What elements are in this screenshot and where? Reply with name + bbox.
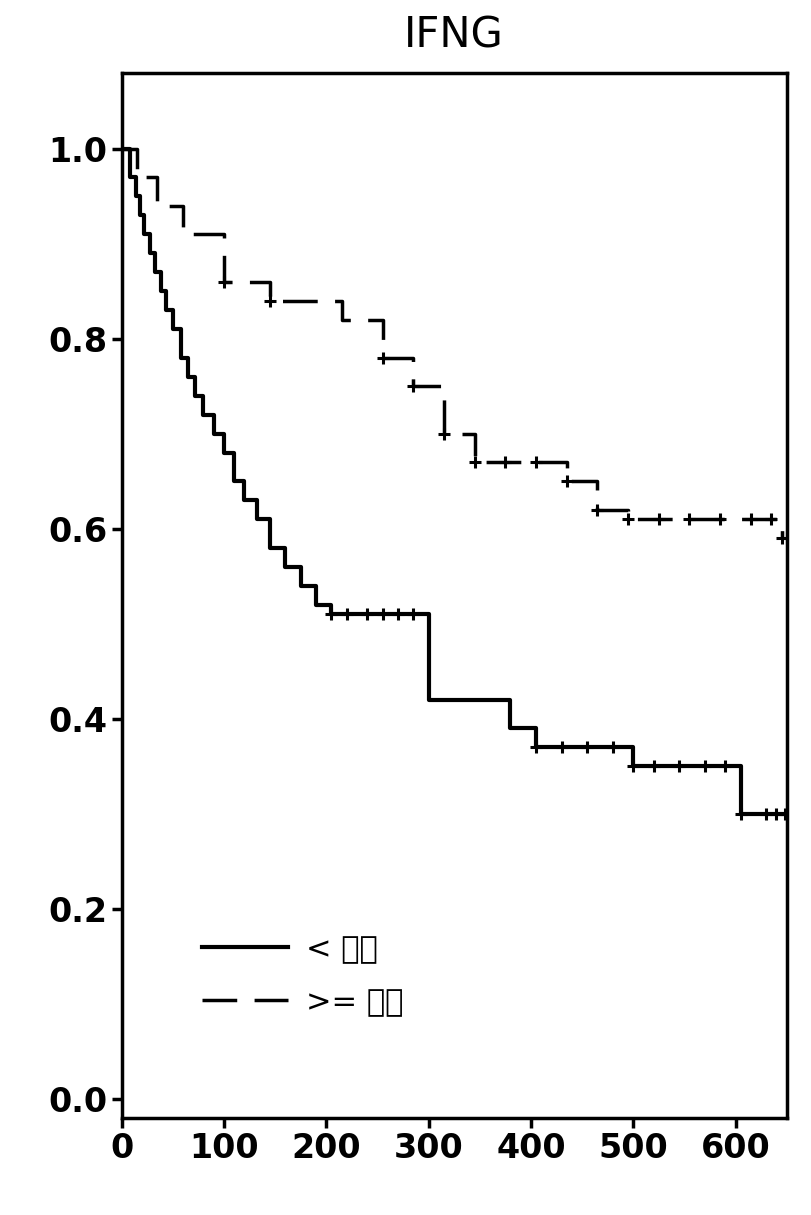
Legend: < 分割, >= 分割: < 分割, >= 分割 <box>190 922 416 1029</box>
Title: IFNG: IFNG <box>405 15 504 57</box>
